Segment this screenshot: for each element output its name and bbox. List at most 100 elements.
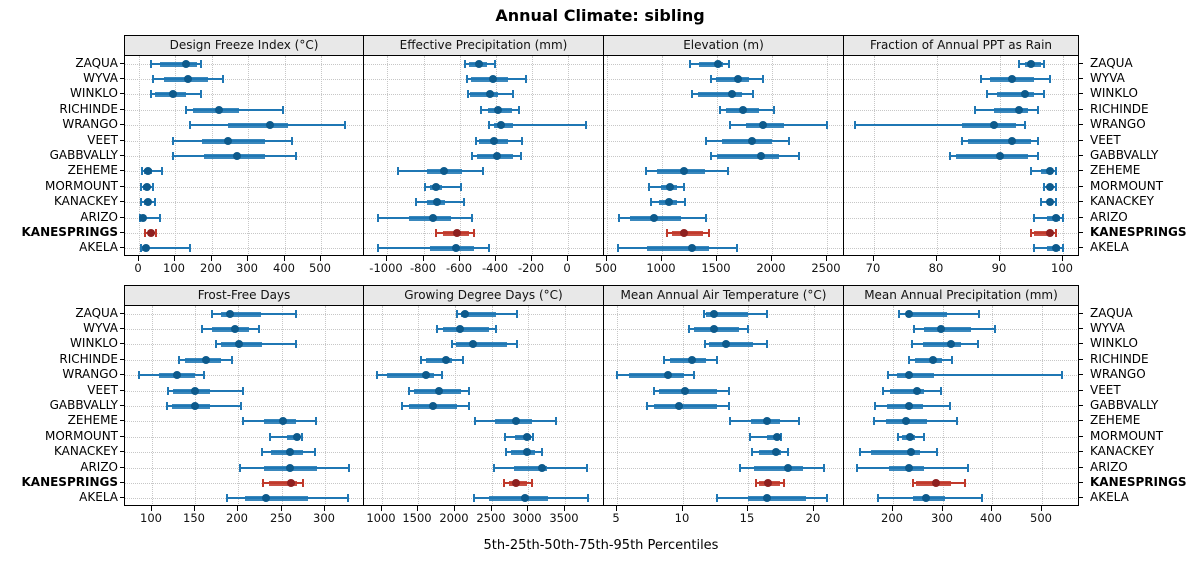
site-label-left-akela: AKELA: [79, 240, 118, 254]
row-tick-left: [120, 313, 124, 314]
gridline-horizontal: [604, 437, 843, 438]
row-tick-left: [120, 155, 124, 156]
row-tick-right: [1079, 451, 1083, 452]
site-label-left-kanackey: KANACKEY: [53, 194, 118, 208]
gridline-horizontal: [604, 187, 843, 188]
axis-tick-label: 100: [163, 261, 185, 275]
band-25th-75th-akela: [647, 246, 710, 251]
whisker-cap-95th: [1061, 244, 1064, 252]
whisker-cap-5th: [150, 60, 153, 68]
gridline-vertical: [814, 306, 815, 505]
band-25th-75th-veet: [722, 139, 773, 144]
axis-tick-label: 80: [928, 261, 944, 275]
band-25th-75th-kanackey: [758, 450, 782, 455]
axis-tick-label: 200: [200, 261, 222, 275]
site-label-left-wrango: WRANGO: [62, 367, 118, 381]
gridline-vertical: [321, 56, 322, 255]
gridline-horizontal: [844, 110, 1078, 111]
axis-tick: [381, 506, 382, 511]
whisker-cap-5th: [911, 479, 914, 487]
whisker-cap-5th: [260, 448, 263, 456]
whisker-cap-5th: [487, 121, 490, 129]
site-label-right-winklo: WINKLO: [1090, 86, 1138, 100]
whisker-cap-95th: [291, 137, 293, 145]
whisker-cap-5th: [172, 152, 175, 160]
site-label-right-winklo: WINKLO: [1090, 336, 1138, 350]
whisker-cap-5th: [408, 387, 411, 395]
median-dot-wyva: [936, 325, 945, 333]
gridline-horizontal: [125, 360, 363, 361]
axis-tick: [138, 256, 139, 261]
whisker-cap-5th: [646, 402, 649, 410]
whisker-cap-95th: [295, 340, 298, 348]
row-tick-left: [120, 467, 124, 468]
whisker-cap-95th: [708, 229, 711, 237]
band-25th-75th-wrango: [962, 123, 1016, 128]
axis-tick-label: 150: [183, 511, 205, 525]
axis-tick-label: 0: [563, 261, 571, 275]
row-tick-right: [1079, 78, 1083, 79]
band-25th-75th-gabbvally: [171, 404, 210, 409]
whisker-cap-95th: [773, 106, 776, 114]
panel-strip-growing-degree-days-c: Growing Degree Days (°C): [363, 285, 604, 306]
gridline-horizontal: [364, 233, 603, 234]
gridline-vertical: [662, 56, 663, 255]
whisker-cap-95th: [1055, 167, 1058, 175]
band-25th-75th-zaqua: [221, 312, 261, 317]
whisker-cap-95th: [727, 402, 730, 410]
whisker-cap-95th: [963, 479, 966, 487]
whisker-cap-95th: [281, 106, 284, 114]
axis-tick: [284, 256, 285, 261]
row-tick-right: [1079, 467, 1083, 468]
whisker-cap-5th: [948, 152, 951, 160]
axis-tick-label: -400: [481, 261, 509, 275]
whisker-cap-95th: [240, 402, 243, 410]
panel-mean-annual-precipitation-mm: [843, 305, 1079, 506]
axis-tick: [491, 506, 492, 511]
row-tick-right: [1079, 374, 1083, 375]
whisker-cap-5th: [503, 433, 506, 441]
median-dot-winklo: [486, 90, 495, 98]
row-tick-left: [120, 186, 124, 187]
axis-tick-label: 90: [991, 261, 1007, 275]
axis-tick-label: 200: [881, 511, 903, 525]
whisker-cap-95th: [704, 214, 707, 222]
whisker-cap-95th: [488, 244, 491, 252]
median-dot-kanesprings: [452, 229, 461, 237]
whisker-5th-95th-wrango: [855, 124, 1025, 126]
band-25th-75th-gabbvally: [717, 154, 780, 159]
axis-tick: [567, 256, 568, 261]
gridline-vertical: [424, 56, 425, 255]
whisker-cap-95th: [152, 183, 155, 191]
axis-tick: [892, 506, 893, 511]
whisker-cap-95th: [153, 198, 156, 206]
median-dot-kanesprings: [931, 479, 940, 487]
whisker-cap-5th: [887, 371, 890, 379]
gridline-horizontal: [125, 406, 363, 407]
row-tick-right: [1079, 170, 1083, 171]
whisker-cap-5th: [139, 244, 142, 252]
whisker-cap-5th: [376, 371, 379, 379]
whisker-cap-95th: [584, 121, 587, 129]
axis-tick: [1041, 506, 1042, 511]
whisker-cap-5th: [456, 310, 459, 318]
whisker-cap-95th: [1055, 229, 1058, 237]
whisker-cap-95th: [727, 387, 730, 395]
whisker-cap-5th: [751, 448, 754, 456]
whisker-cap-95th: [467, 402, 470, 410]
whisker-cap-95th: [313, 448, 316, 456]
median-dot-wyva: [734, 75, 743, 83]
whisker-cap-5th: [377, 214, 380, 222]
site-label-left-wrango: WRANGO: [62, 117, 118, 131]
whisker-cap-5th: [856, 464, 859, 472]
row-tick-left: [120, 201, 124, 202]
median-dot-gabbvally: [191, 402, 200, 410]
site-label-left-akela: AKELA: [79, 490, 118, 504]
chart-title: Annual Climate: sibling: [495, 6, 705, 25]
whisker-cap-95th: [747, 325, 750, 333]
whisker-5th-95th-arizo: [139, 217, 161, 219]
gridline-vertical: [607, 56, 608, 255]
whisker-cap-5th: [1030, 167, 1033, 175]
gridline-horizontal: [364, 483, 603, 484]
row-tick-left: [120, 374, 124, 375]
